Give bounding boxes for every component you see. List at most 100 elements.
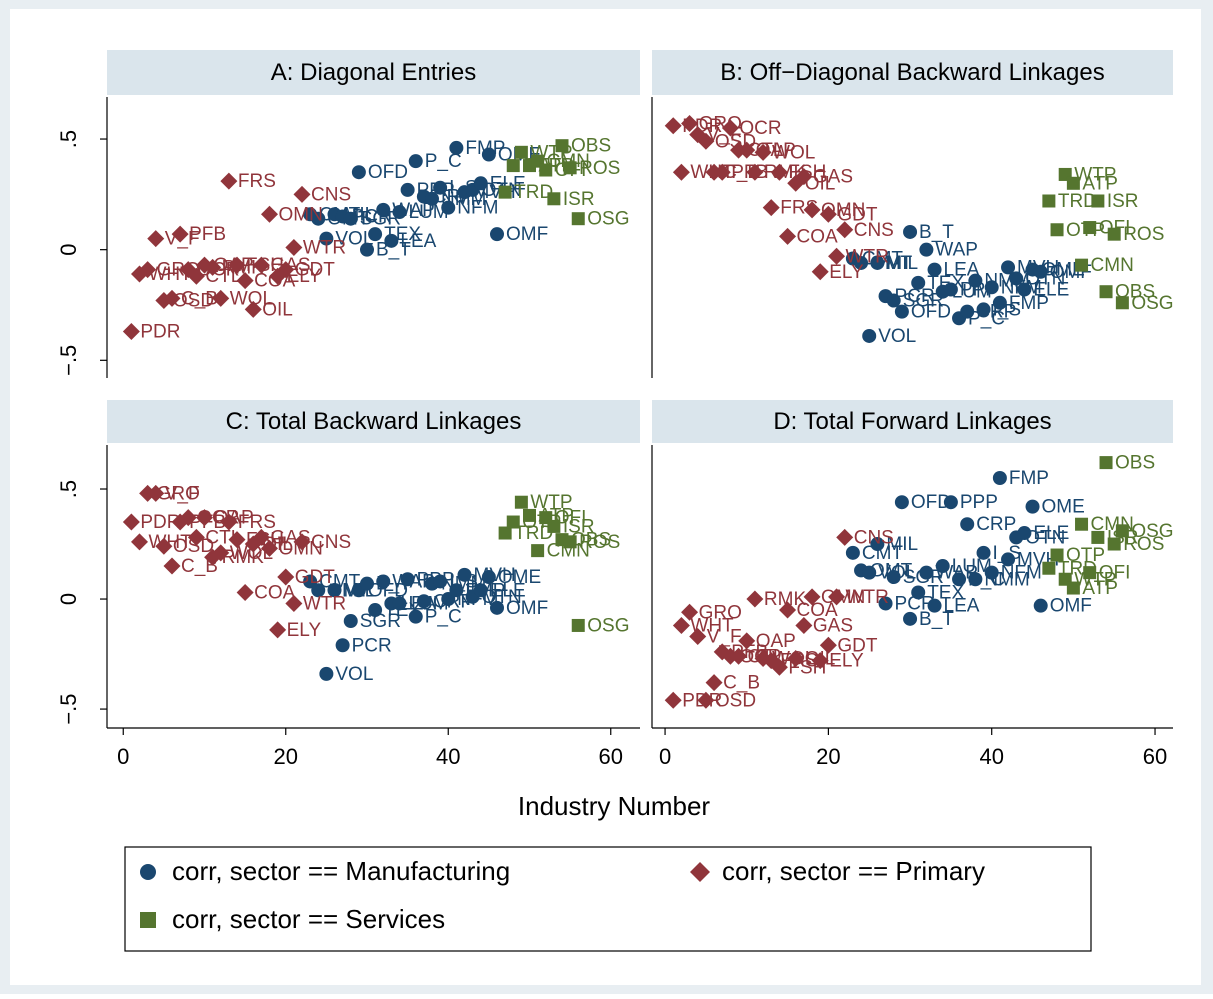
point [563,161,577,175]
point-label: COA [797,600,839,621]
strip [107,400,640,443]
point [952,572,967,587]
point [571,212,585,226]
point-label: RMK [764,589,807,610]
point-label: VOL [335,664,373,685]
point-label: OTN [1025,527,1065,548]
point-label: ROS [1123,224,1164,245]
point [943,495,958,510]
point-label: OTP [1066,545,1105,566]
point [894,495,909,510]
x-tick-label: 20 [816,744,840,769]
point [811,263,829,281]
point [992,295,1007,310]
point [870,255,885,270]
point [943,282,958,297]
point [919,242,934,257]
point [795,168,813,186]
point [927,598,942,613]
point [1107,227,1121,241]
point [886,293,901,308]
point-label: ELY [829,262,864,283]
point [539,163,553,177]
point-label: OBS [1115,453,1155,474]
point-label: CNS [854,527,894,548]
point [845,545,860,560]
point [261,205,278,223]
point [730,647,748,665]
point-label: WOL [230,288,273,309]
point-label: PFB [189,224,226,245]
point-label: ATP [1082,173,1118,194]
point [919,565,934,580]
point [1042,194,1056,208]
point [220,513,238,531]
point [721,119,739,137]
point [1033,598,1048,613]
point-label: COA [254,582,296,603]
point [473,583,488,598]
point [697,132,715,150]
point [163,557,181,575]
point-label: CMN [1091,255,1134,276]
point [713,163,731,181]
point [984,565,999,580]
point [155,537,173,555]
point-label: TRD [514,182,553,203]
point-label: OFI [555,508,587,529]
point [506,159,520,173]
point [746,590,764,608]
point-label: GRO [699,602,742,623]
x-tick-label: 20 [274,744,298,769]
point [927,262,942,277]
point [903,224,918,239]
point-label: LEA [400,231,436,252]
point-label: PCR [895,286,935,307]
point [1042,561,1056,575]
y-tick-label: −.5 [56,693,81,724]
y-tick-label: −.5 [56,345,81,376]
point-label: OFD [911,492,951,513]
x-tick-label: 0 [659,744,671,769]
point [1083,566,1097,580]
point-label: ROS [579,532,620,553]
point [836,221,854,239]
point [351,165,366,180]
point [1017,526,1032,541]
point-label: ROS [579,158,620,179]
point [244,300,262,318]
strip [652,400,1173,443]
point-label: OME [1042,260,1085,281]
y-tick-label: .5 [56,130,81,148]
point [787,649,805,667]
point-label: GAS [813,167,853,188]
point [1017,282,1032,297]
point-label: CNS [311,184,351,205]
point-label: GAS [813,615,853,636]
point [384,233,399,248]
point [968,273,983,288]
point-label: ELE [1033,280,1069,301]
point [400,572,415,587]
point-label: ROS [1123,534,1164,555]
point [1025,499,1040,514]
point [968,572,983,587]
point-label: PCR [895,593,935,614]
point-label: OBS [571,136,611,157]
point [285,238,303,256]
point-label: TRD [514,523,553,544]
point [894,304,909,319]
panel-title: B: Off−Diagonal Backward Linkages [720,59,1104,86]
point-label: OCR [739,118,781,139]
point-label: ATP [1082,578,1118,599]
point-label: OSD [173,536,214,557]
point [277,261,295,279]
point [672,163,690,181]
point [220,172,238,190]
point [376,574,391,589]
point-label: MIL [886,534,918,555]
point [547,192,561,206]
panel-title: A: Diagonal Entries [271,59,476,86]
point-label: GDT [837,635,878,656]
